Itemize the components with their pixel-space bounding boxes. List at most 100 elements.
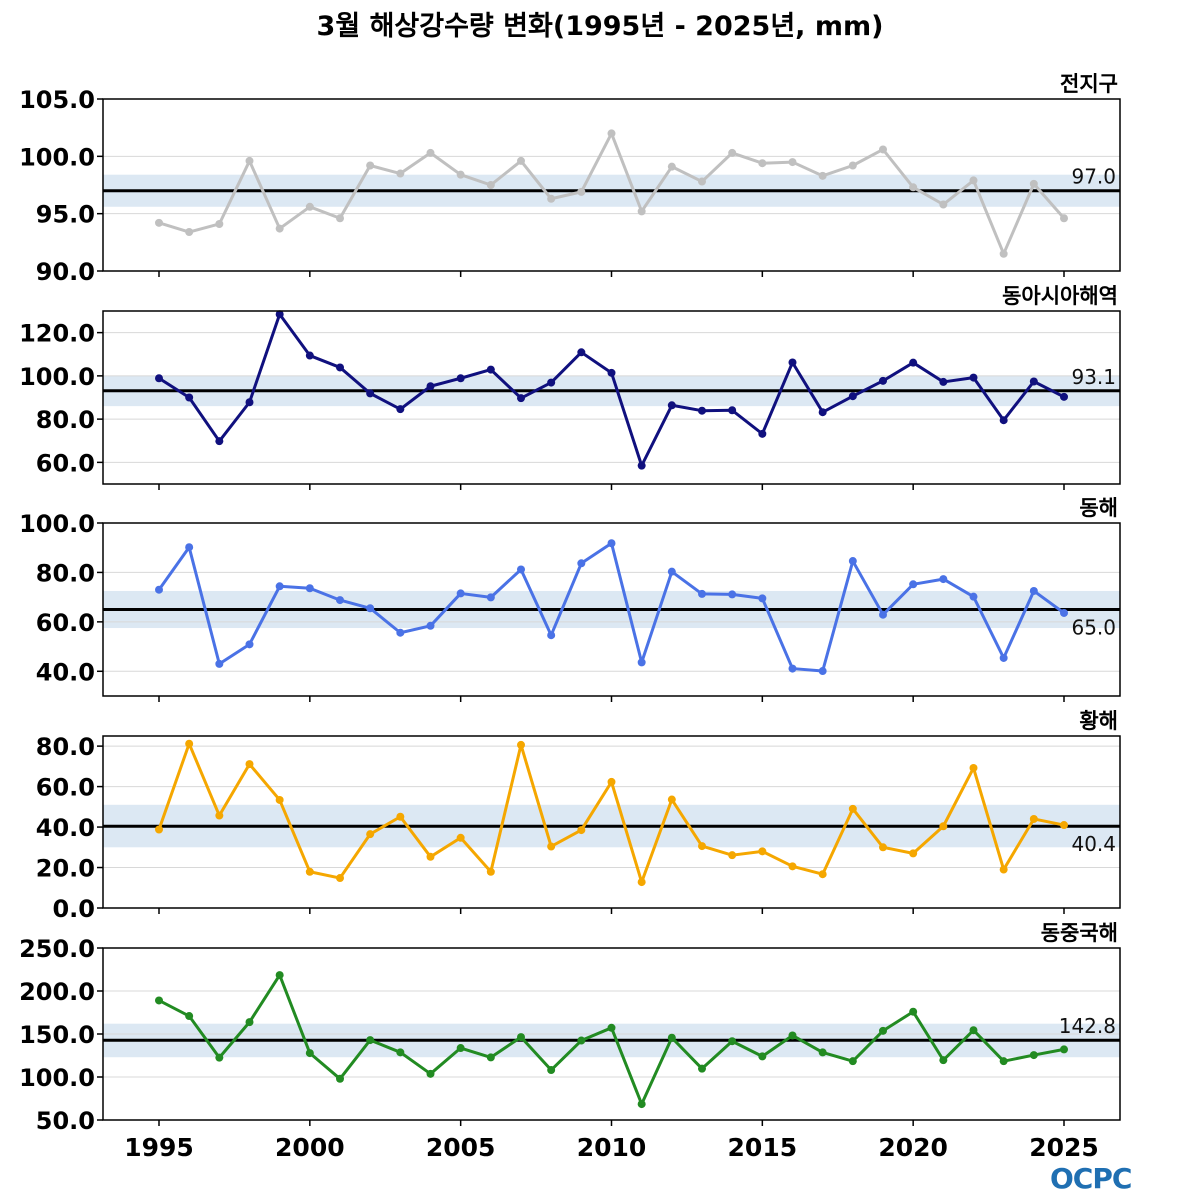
data-point bbox=[517, 156, 525, 165]
data-point bbox=[637, 658, 646, 667]
data-point bbox=[517, 394, 525, 403]
data-point bbox=[577, 559, 586, 568]
x-tick-label: 2020 bbox=[878, 1133, 948, 1162]
mean-value-label: 142.8 bbox=[1059, 1014, 1116, 1038]
data-point bbox=[848, 392, 857, 401]
y-tick-label: 100.0 bbox=[19, 510, 95, 538]
y-tick-label: 250.0 bbox=[19, 935, 95, 963]
data-point bbox=[848, 804, 857, 813]
data-point bbox=[517, 565, 525, 574]
data-point bbox=[939, 822, 948, 831]
figure-title: 3월 해상강수량 변화(1995년 - 2025년, mm) bbox=[316, 11, 884, 42]
y-tick-label: 100.0 bbox=[19, 1064, 95, 1092]
data-point bbox=[667, 162, 676, 171]
panel-label: 전지구 bbox=[1060, 72, 1118, 96]
data-point bbox=[215, 219, 224, 228]
x-tick-label: 2000 bbox=[275, 1133, 345, 1162]
panel-3: 0.0 20.0 40.0 60.0 80.0 황해 40.4 bbox=[36, 709, 1121, 923]
data-point bbox=[185, 739, 194, 748]
data-point bbox=[366, 161, 375, 170]
data-point bbox=[336, 1074, 344, 1083]
data-point bbox=[939, 575, 948, 584]
data-point bbox=[788, 862, 797, 871]
data-point bbox=[909, 1007, 918, 1016]
data-point bbox=[607, 129, 616, 138]
data-point bbox=[275, 310, 284, 319]
data-point bbox=[788, 1031, 797, 1040]
data-point bbox=[1060, 821, 1068, 830]
data-point bbox=[155, 585, 163, 594]
data-point bbox=[969, 1026, 978, 1035]
data-point bbox=[1029, 377, 1038, 386]
data-point bbox=[336, 363, 344, 372]
y-tick-label: 80.0 bbox=[36, 733, 95, 761]
data-point bbox=[1029, 1051, 1038, 1060]
y-tick-label: 95.0 bbox=[36, 201, 95, 229]
data-point bbox=[879, 610, 887, 619]
data-point bbox=[758, 1052, 767, 1061]
data-point bbox=[185, 228, 194, 237]
y-tick-label: 105.0 bbox=[19, 86, 95, 114]
data-point bbox=[818, 870, 827, 879]
data-point bbox=[456, 374, 465, 383]
data-point bbox=[879, 376, 887, 385]
data-point bbox=[969, 176, 978, 185]
data-point bbox=[336, 596, 344, 605]
data-point bbox=[969, 763, 978, 772]
data-point bbox=[728, 851, 737, 860]
data-point bbox=[185, 543, 194, 552]
data-point bbox=[607, 1023, 616, 1032]
data-point bbox=[366, 389, 375, 398]
x-tick-label: 2025 bbox=[1029, 1133, 1099, 1162]
data-point bbox=[758, 847, 767, 856]
data-point bbox=[426, 852, 435, 861]
data-point bbox=[637, 1100, 646, 1109]
panel-1: 60.0 80.0 100.0 120.0 동아시아해역 93.1 bbox=[19, 284, 1121, 490]
data-point bbox=[155, 374, 163, 383]
data-point bbox=[396, 812, 405, 821]
data-point bbox=[245, 156, 254, 165]
data-point bbox=[245, 398, 254, 407]
mean-value-label: 65.0 bbox=[1071, 616, 1116, 640]
ocpc-logo: OCPC bbox=[1050, 1162, 1132, 1195]
data-point bbox=[155, 825, 163, 834]
data-point bbox=[607, 539, 616, 548]
y-tick-label: 60.0 bbox=[36, 774, 95, 802]
y-tick-label: 60.0 bbox=[36, 449, 95, 477]
data-point bbox=[456, 1044, 465, 1053]
data-point bbox=[728, 1037, 737, 1046]
data-point bbox=[818, 408, 827, 417]
panel-2: 40.0 60.0 80.0 100.0 동해 65.0 bbox=[19, 496, 1121, 702]
mean-value-label: 93.1 bbox=[1071, 365, 1116, 389]
data-point bbox=[758, 594, 767, 603]
data-point bbox=[607, 777, 616, 786]
data-point bbox=[818, 1048, 827, 1057]
data-point bbox=[486, 593, 495, 602]
data-point bbox=[909, 183, 918, 192]
y-tick-label: 200.0 bbox=[19, 978, 95, 1006]
data-point bbox=[1060, 392, 1068, 401]
data-point bbox=[396, 628, 405, 637]
data-point bbox=[698, 1064, 706, 1073]
data-point bbox=[879, 145, 887, 154]
data-point bbox=[637, 461, 646, 470]
data-point bbox=[667, 567, 676, 576]
data-point bbox=[999, 1057, 1008, 1066]
data-point bbox=[215, 811, 224, 820]
data-point bbox=[426, 1069, 435, 1078]
data-point bbox=[999, 653, 1008, 662]
data-point bbox=[848, 557, 857, 566]
data-point bbox=[577, 1036, 586, 1045]
data-point bbox=[1060, 608, 1068, 617]
data-point bbox=[788, 358, 797, 367]
data-point bbox=[305, 867, 314, 876]
y-tick-label: 20.0 bbox=[36, 855, 95, 883]
data-point bbox=[879, 843, 887, 852]
data-point bbox=[909, 849, 918, 858]
y-tick-label: 80.0 bbox=[36, 406, 95, 434]
data-point bbox=[1060, 214, 1068, 223]
data-point bbox=[848, 161, 857, 170]
data-point bbox=[788, 664, 797, 673]
y-tick-label: 40.0 bbox=[36, 814, 95, 842]
data-point bbox=[818, 667, 827, 676]
